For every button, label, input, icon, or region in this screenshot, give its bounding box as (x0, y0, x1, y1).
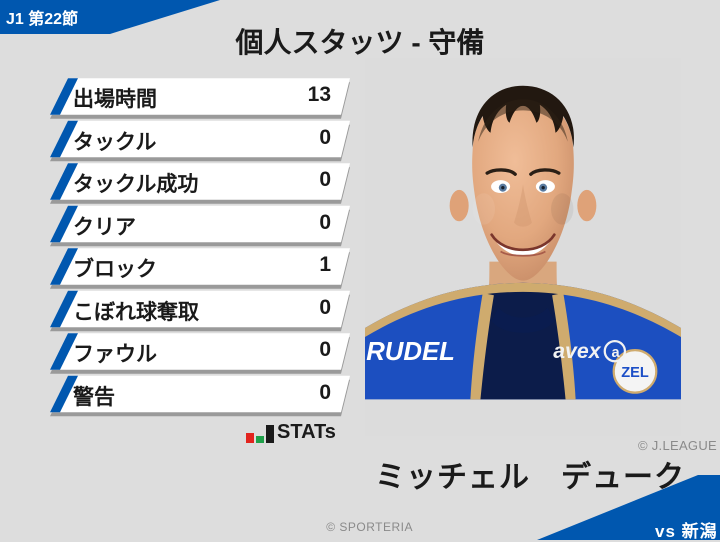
svg-text:a: a (611, 345, 620, 361)
svg-text:ZEL: ZEL (621, 365, 649, 381)
svg-text:avex: avex (553, 339, 601, 363)
svg-text:RUDEL: RUDEL (366, 338, 455, 366)
